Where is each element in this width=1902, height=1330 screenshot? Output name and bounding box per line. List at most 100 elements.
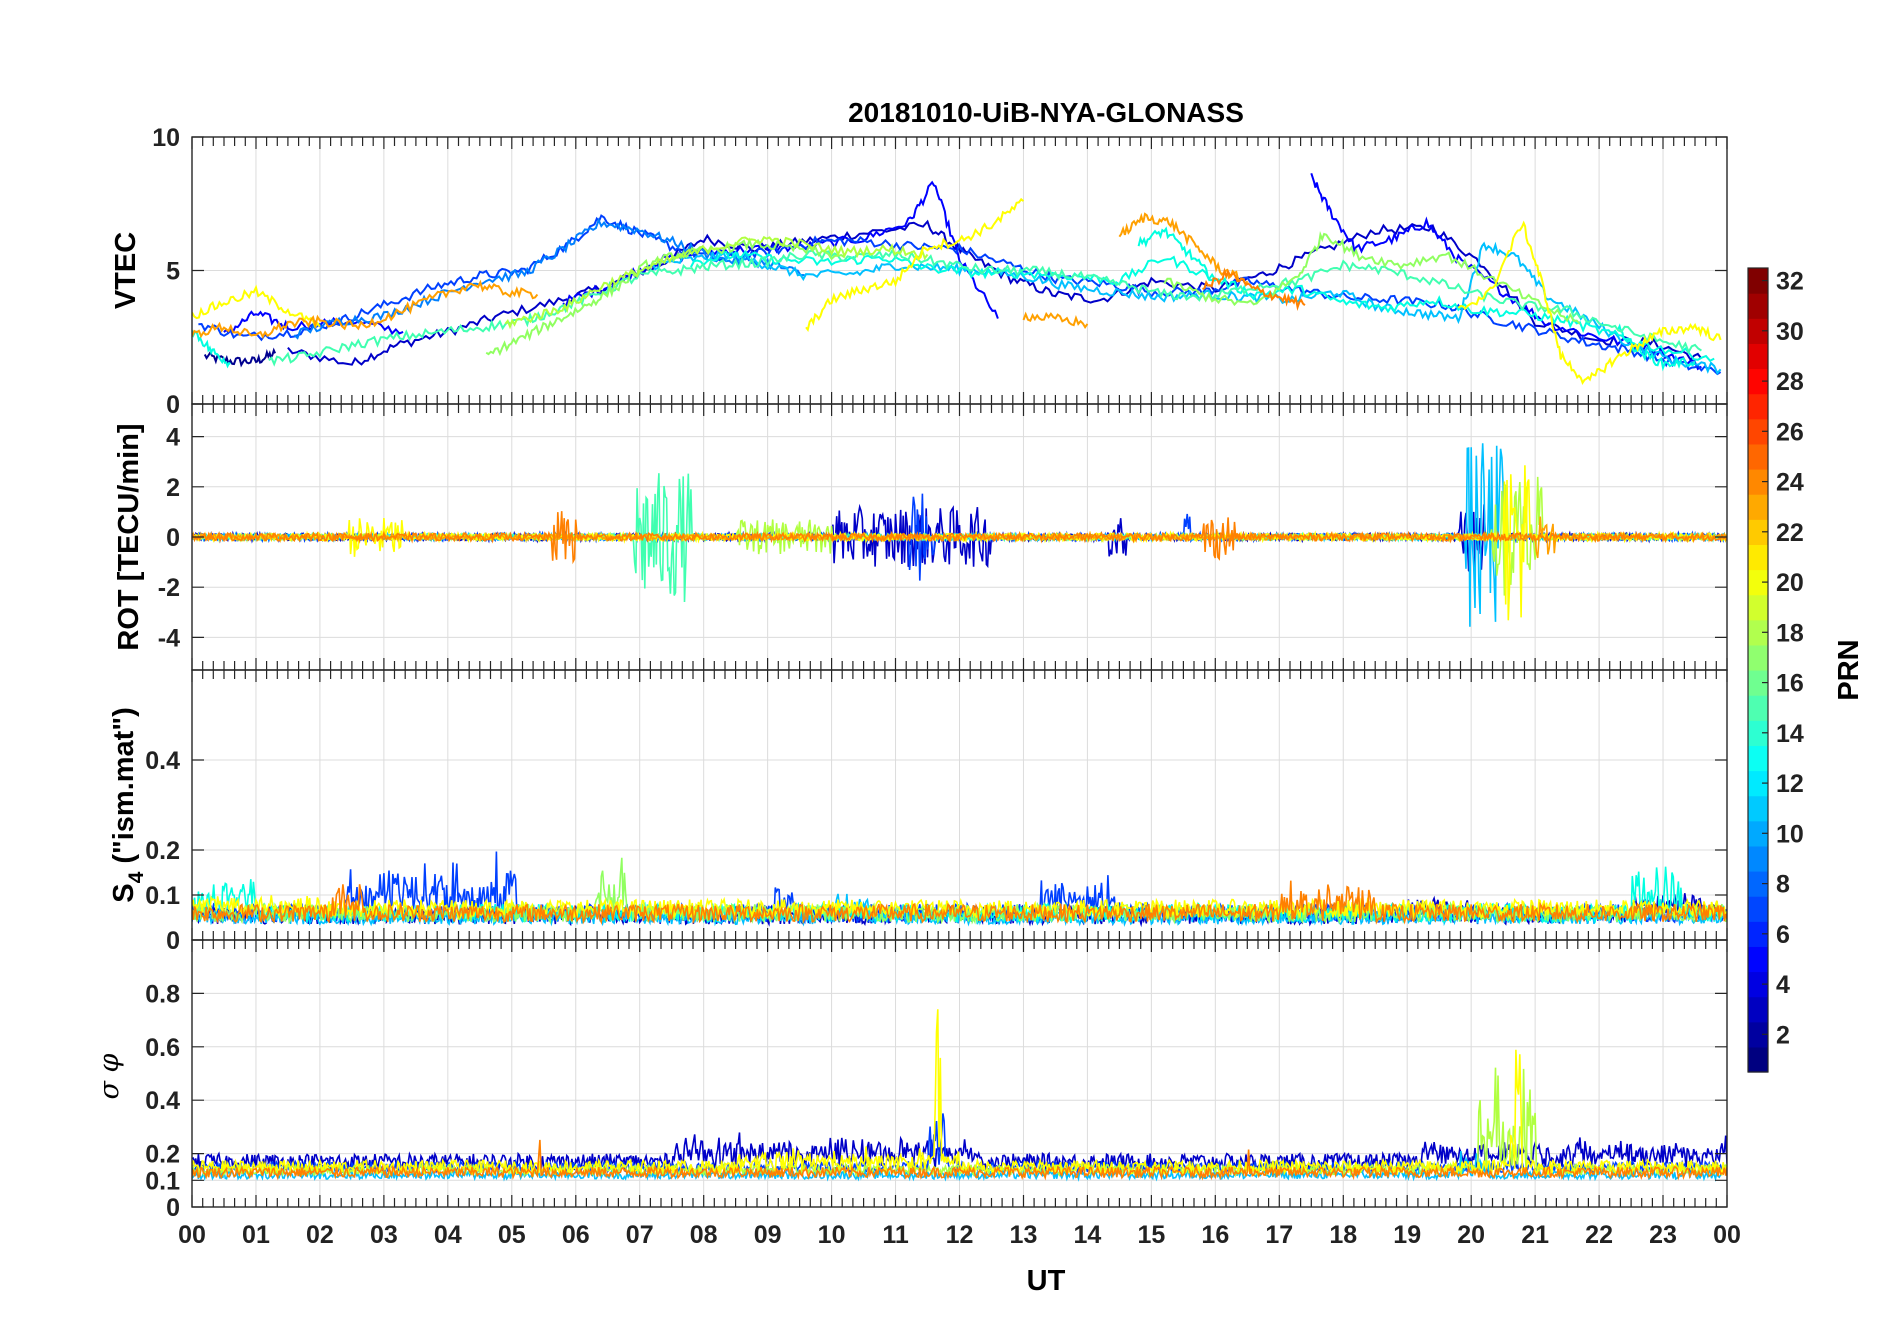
colorbar-tick-label: 12 bbox=[1776, 770, 1804, 798]
series-line-prn-14 bbox=[1137, 226, 1217, 282]
colorbar-tick-label: 4 bbox=[1776, 971, 1790, 999]
panel-vtec: 0 5 10 VTEC bbox=[110, 124, 1728, 419]
x-tick-label: 16 bbox=[1201, 1221, 1229, 1249]
series-line-prn-20 bbox=[1457, 220, 1722, 386]
series-line-prn-23 bbox=[1022, 311, 1089, 330]
colorbar-segment bbox=[1748, 569, 1768, 596]
y-tick-label: 0.1 bbox=[145, 1167, 180, 1195]
x-axis-label: UT bbox=[1027, 1265, 1066, 1297]
series-rot bbox=[192, 443, 1727, 627]
colorbar-segment bbox=[1748, 921, 1768, 947]
x-tick-label: 10 bbox=[818, 1221, 846, 1249]
y-tick-label: 0.2 bbox=[145, 837, 180, 865]
colorbar-segment bbox=[1748, 1046, 1768, 1073]
colorbar-segment bbox=[1748, 519, 1768, 545]
x-tick-label: 05 bbox=[498, 1221, 526, 1249]
x-tick-label: 06 bbox=[562, 1221, 590, 1249]
colorbar-segment bbox=[1748, 695, 1768, 721]
y-tick-label: -4 bbox=[158, 624, 180, 652]
y-tick-label: 0.2 bbox=[145, 1141, 180, 1169]
panel-sigma_phi: 00.10.2 0.4 0.6 0.8 σ φ bbox=[94, 939, 1728, 1222]
y-tick-label: 10 bbox=[152, 124, 180, 152]
y-tick-label: 0.4 bbox=[145, 1087, 180, 1115]
colorbar-label: PRN bbox=[1833, 639, 1865, 700]
colorbar-tick-label: 2 bbox=[1776, 1021, 1790, 1049]
y-tick-label: 2 bbox=[166, 474, 180, 502]
x-tick-label: 07 bbox=[626, 1221, 654, 1249]
x-tick-label: 20 bbox=[1457, 1221, 1485, 1249]
series-line-prn-14 bbox=[690, 249, 1715, 363]
series-line-prn-20 bbox=[192, 284, 321, 329]
colorbar-segment bbox=[1748, 619, 1768, 646]
x-tick-label: 04 bbox=[434, 1221, 462, 1249]
y-tick-label: 4 bbox=[166, 424, 180, 452]
colorbar-segment bbox=[1748, 820, 1768, 847]
colorbar-segment bbox=[1748, 418, 1768, 445]
colorbar-tick-label: 6 bbox=[1776, 921, 1790, 949]
x-tick-label: 18 bbox=[1329, 1221, 1357, 1249]
colorbar-tick-label: 18 bbox=[1776, 619, 1804, 647]
colorbar-tick-label: 8 bbox=[1776, 871, 1790, 899]
x-tick-label: 01 bbox=[242, 1221, 270, 1249]
colorbar-segment bbox=[1748, 871, 1768, 897]
y-tick-label: 0 bbox=[166, 1194, 180, 1222]
colorbar-segment bbox=[1748, 770, 1768, 797]
y-axis-label-s4: S4 ("ism.mat") bbox=[108, 707, 148, 903]
y-tick-label: 0.8 bbox=[145, 980, 180, 1008]
x-tick-label: 19 bbox=[1393, 1221, 1421, 1249]
x-tick-label: 09 bbox=[754, 1221, 782, 1249]
ticks-rot bbox=[191, 404, 1728, 670]
colorbar-segment bbox=[1748, 946, 1768, 973]
x-tick-label: 00 bbox=[1713, 1221, 1741, 1249]
series-line-prn-24 bbox=[192, 511, 1727, 565]
colorbar-segment bbox=[1748, 318, 1768, 344]
colorbar-tick-label: 22 bbox=[1776, 519, 1804, 547]
colorbar-tick-label: 32 bbox=[1776, 268, 1804, 296]
x-tick-label: 21 bbox=[1521, 1221, 1549, 1249]
y-axis-label-s4-main: S bbox=[108, 883, 140, 902]
y-tick-label: -2 bbox=[158, 574, 180, 602]
colorbar-segment bbox=[1748, 971, 1768, 998]
series-line-prn-24 bbox=[192, 880, 1727, 925]
colorbar-segment bbox=[1748, 293, 1768, 319]
ticks-s4 bbox=[191, 670, 1728, 941]
colorbar-segment bbox=[1748, 670, 1768, 696]
ticks-sigma_phi bbox=[191, 940, 1728, 1208]
colorbar-tick-label: 26 bbox=[1776, 418, 1804, 446]
series-line-prn-17 bbox=[485, 237, 845, 357]
y-tick-label: 0 bbox=[166, 391, 180, 419]
y-tick-label: 0.1 bbox=[145, 882, 180, 910]
y-axis-label-rot: ROT [TECU/min] bbox=[113, 423, 145, 650]
colorbar-tick-label: 24 bbox=[1776, 469, 1804, 497]
series-line-prn-14 bbox=[192, 330, 231, 369]
colorbar-tick-label: 28 bbox=[1776, 368, 1804, 396]
colorbar-tick-label: 30 bbox=[1776, 318, 1804, 346]
y-tick-label: 0.4 bbox=[145, 747, 180, 775]
colorbar-segment bbox=[1748, 544, 1768, 571]
x-tick-label: 13 bbox=[1010, 1221, 1038, 1249]
x-tick-label: 00 bbox=[178, 1221, 206, 1249]
x-tick-label: 17 bbox=[1265, 1221, 1293, 1249]
x-tick-label: 23 bbox=[1649, 1221, 1677, 1249]
colorbar-segment bbox=[1748, 795, 1768, 822]
colorbar-segment bbox=[1748, 1021, 1768, 1048]
colorbar-segment bbox=[1748, 996, 1768, 1023]
colorbar-segment bbox=[1748, 644, 1768, 671]
series-line-prn-24 bbox=[1202, 267, 1306, 311]
x-tick-label: 12 bbox=[946, 1221, 974, 1249]
colorbar-segment bbox=[1748, 268, 1768, 294]
series-sigma_phi bbox=[192, 1009, 1727, 1183]
chart-title: 20181010-UiB-NYA-GLONASS bbox=[848, 97, 1244, 128]
y-tick-label: 0 bbox=[166, 927, 180, 955]
series-line-prn-2 bbox=[287, 219, 1703, 366]
series-line-prn-24 bbox=[192, 1139, 1727, 1181]
colorbar-segment bbox=[1748, 494, 1768, 520]
series-line-prn-14 bbox=[1617, 323, 1696, 372]
y-tick-label: 0 bbox=[166, 524, 180, 552]
colorbar-tick-label: 20 bbox=[1776, 569, 1804, 597]
series-vtec bbox=[192, 172, 1722, 386]
series-line-prn-20 bbox=[805, 197, 1025, 333]
series-line-prn-5 bbox=[1310, 172, 1702, 371]
